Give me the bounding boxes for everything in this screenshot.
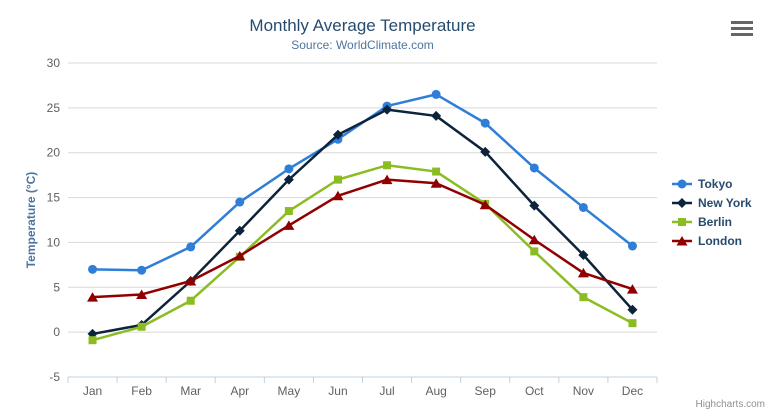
x-tick-label: Aug [425, 384, 446, 398]
credits-link[interactable]: Highcharts.com [695, 399, 765, 410]
data-point-london-may[interactable] [283, 220, 295, 230]
data-point-berlin-jan[interactable] [88, 336, 97, 345]
data-point-berlin-oct[interactable] [530, 247, 539, 256]
y-tick-label: 5 [53, 280, 60, 294]
data-point-new-york-jul[interactable] [382, 104, 393, 115]
context-menu-button[interactable] [730, 20, 754, 37]
legend-item-tokyo[interactable]: Tokyo [671, 174, 752, 193]
data-point-new-york-dec[interactable] [627, 304, 638, 315]
y-tick-label: 0 [53, 325, 60, 339]
data-point-london-aug[interactable] [430, 178, 442, 188]
data-point-new-york-apr[interactable] [234, 225, 245, 236]
legend-item-london[interactable]: London [671, 231, 752, 250]
data-point-new-york-nov[interactable] [578, 249, 589, 260]
data-point-new-york-may[interactable] [283, 174, 294, 185]
legend-triangle-icon [672, 235, 692, 245]
legend-diamond-icon [672, 197, 692, 208]
series-london [87, 174, 638, 302]
data-point-new-york-aug[interactable] [431, 110, 442, 121]
y-tick-label: 15 [47, 191, 61, 205]
data-point-tokyo-nov[interactable] [578, 202, 588, 212]
data-point-new-york-oct[interactable] [529, 200, 540, 211]
data-point-tokyo-mar[interactable] [186, 242, 196, 252]
y-tick-label: 30 [47, 56, 61, 70]
legend-marker-new-york [677, 197, 687, 208]
data-point-berlin-aug[interactable] [432, 167, 441, 176]
data-point-berlin-dec[interactable] [628, 319, 637, 328]
x-tick-label: Jun [328, 384, 347, 398]
data-point-london-sep[interactable] [479, 199, 491, 210]
data-point-london-apr[interactable] [234, 250, 246, 261]
series-line-berlin [91, 164, 634, 342]
x-tick-label: Apr [230, 384, 249, 398]
data-point-new-york-jun[interactable] [332, 129, 343, 140]
legend-label: New York [698, 195, 752, 210]
legend: Tokyo New York Berlin London [671, 174, 752, 250]
data-point-london-nov[interactable] [577, 267, 589, 278]
x-tick-label: Jul [379, 384, 394, 398]
data-point-tokyo-apr[interactable] [235, 197, 245, 207]
data-point-london-feb[interactable] [136, 289, 148, 299]
y-tick-label: 10 [47, 235, 61, 249]
series-line-new-york [91, 108, 634, 336]
legend-label: Tokyo [698, 176, 733, 191]
legend-item-berlin[interactable]: Berlin [671, 212, 752, 231]
data-point-london-jun[interactable] [332, 190, 344, 201]
data-point-london-jul[interactable] [381, 174, 393, 185]
x-tick-label: Dec [622, 384, 643, 398]
data-point-berlin-nov[interactable] [579, 293, 588, 302]
data-point-london-dec[interactable] [626, 284, 638, 294]
data-point-berlin-jul[interactable] [383, 161, 392, 170]
data-point-berlin-mar[interactable] [186, 296, 195, 305]
legend-marker-berlin [678, 217, 686, 226]
data-point-berlin-may[interactable] [284, 207, 293, 216]
data-point-london-oct[interactable] [528, 234, 540, 245]
data-point-tokyo-jan[interactable] [88, 264, 98, 274]
y-tick-label: 25 [47, 101, 61, 115]
series-new-york [87, 104, 638, 339]
legend-marker-tokyo [677, 179, 687, 188]
x-tick-label: Sep [475, 384, 497, 398]
y-tick-label: -5 [49, 370, 60, 384]
legend-marker-london [676, 235, 688, 245]
y-axis-title: Temperature (°C) [24, 171, 38, 269]
y-tick-label: 20 [47, 146, 61, 160]
x-tick-label: Jan [83, 384, 102, 398]
data-point-london-mar[interactable] [185, 276, 197, 286]
chart-title: Monthly Average Temperature [249, 16, 476, 35]
series-line-london [91, 178, 634, 299]
data-point-new-york-sep[interactable] [480, 146, 491, 157]
hamburger-icon [731, 21, 753, 36]
data-point-tokyo-feb[interactable] [137, 265, 147, 275]
data-point-london-jan[interactable] [87, 292, 99, 302]
data-point-tokyo-aug[interactable] [431, 89, 441, 99]
series-line-tokyo [91, 93, 634, 272]
x-tick-label: Feb [131, 384, 152, 398]
data-point-tokyo-may[interactable] [284, 164, 294, 174]
legend-label: London [698, 233, 742, 248]
data-point-berlin-jun[interactable] [333, 175, 342, 184]
legend-circle-icon [672, 179, 692, 188]
legend-label: Berlin [698, 214, 733, 229]
data-point-tokyo-dec[interactable] [627, 241, 637, 251]
chart-subtitle: Source: WorldClimate.com [291, 38, 434, 52]
x-tick-label: Mar [180, 384, 201, 398]
x-tick-label: Nov [573, 384, 594, 398]
legend-item-new-york[interactable]: New York [671, 193, 752, 212]
legend-square-icon [672, 217, 692, 226]
data-point-berlin-feb[interactable] [137, 322, 146, 331]
x-tick-label: Oct [525, 384, 544, 398]
data-point-tokyo-sep[interactable] [480, 118, 490, 128]
series-tokyo [88, 89, 637, 275]
x-tick-label: May [278, 384, 301, 398]
data-point-tokyo-oct[interactable] [529, 163, 539, 173]
